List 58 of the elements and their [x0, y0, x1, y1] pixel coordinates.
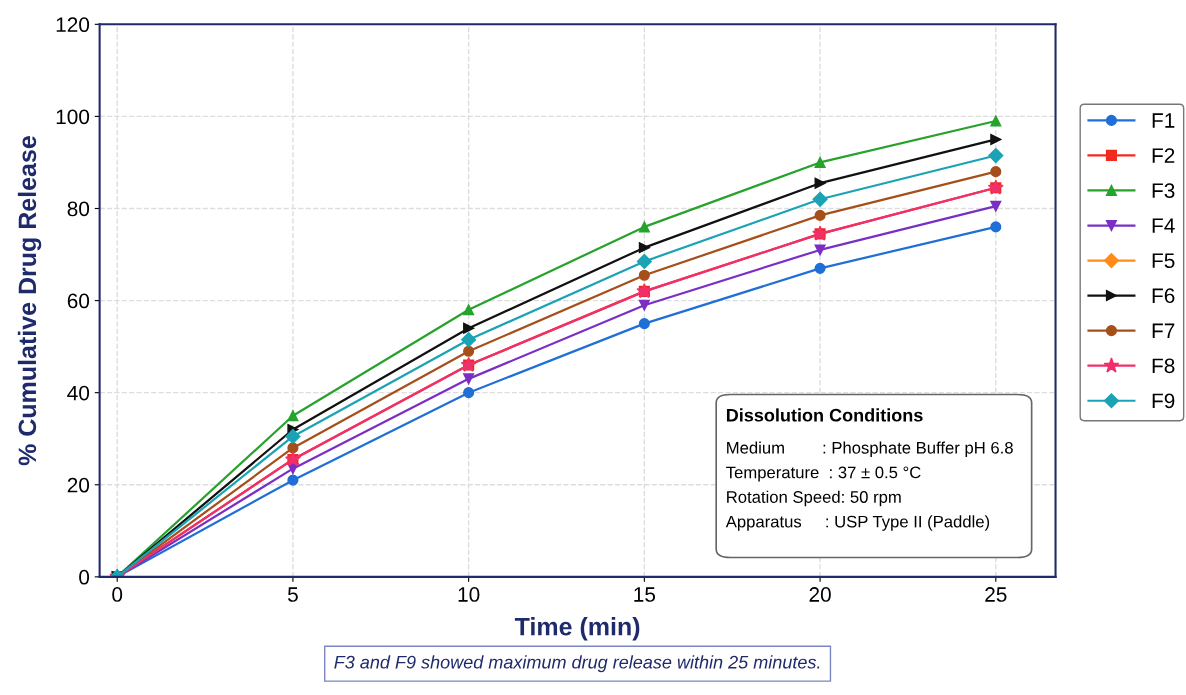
point: [287, 410, 299, 422]
point: [990, 166, 1002, 178]
point: [814, 177, 826, 189]
point: [638, 242, 650, 254]
legend-label: F6: [1152, 288, 1175, 304]
point: [814, 244, 826, 256]
annotation: Rotation Speed: 50 rpm: [727, 490, 901, 507]
y-tick-label: 120: [56, 17, 90, 33]
point: [638, 221, 650, 233]
annotation: Apparatus : USP Type II (Paddle): [725, 515, 990, 531]
point: [990, 133, 1002, 145]
point: [638, 318, 650, 330]
y-tick-label: 100: [56, 109, 90, 125]
annotation: Dissolution Conditions: [726, 408, 923, 422]
point: [285, 428, 301, 444]
point: [812, 191, 828, 207]
y-tick-label: 60: [67, 293, 90, 309]
x-tick-label: 10: [458, 587, 480, 602]
y-tick-label: 20: [67, 477, 90, 493]
point: [990, 115, 1002, 127]
legend-label: F2: [1152, 148, 1175, 163]
text: F3 and F9 showed maximum drug release within 25 minutes.: [334, 655, 820, 673]
point: [287, 442, 299, 454]
x-tick-label: 20: [809, 587, 831, 602]
legend-label: F8: [1152, 358, 1175, 374]
x-tick-label: 5: [287, 587, 298, 602]
x-axis-title: Time (min): [514, 617, 640, 641]
x-tick-label: 0: [112, 587, 123, 602]
legend-label: F1: [1152, 113, 1175, 128]
point: [463, 345, 475, 357]
annotation: Temperature : 37 ± 0.5 °C: [726, 466, 921, 482]
legend-label: F7: [1152, 323, 1175, 338]
point: [463, 373, 475, 385]
point: [638, 269, 650, 281]
point: [988, 147, 1004, 164]
point: [287, 474, 299, 486]
annotation: Medium : Phosphate Buffer pH 6.8: [727, 441, 1013, 458]
legend-label: F4: [1152, 218, 1175, 233]
legend-label: F9: [1152, 393, 1175, 409]
x-tick-label: 25: [985, 587, 1007, 602]
y-tick-label: 80: [67, 201, 90, 217]
legend-label: F3: [1152, 183, 1175, 198]
point: [636, 253, 652, 270]
point: [990, 200, 1002, 212]
point: [990, 221, 1002, 233]
point: [463, 322, 475, 334]
point: [814, 156, 826, 169]
point: [814, 209, 826, 221]
point: [463, 304, 475, 316]
point: [814, 262, 826, 274]
y-tick-label: 0: [79, 569, 90, 585]
y-tick-label: 40: [67, 385, 90, 401]
legend-label: F5: [1152, 253, 1175, 269]
x-tick-label: 15: [634, 587, 656, 602]
point: [461, 332, 477, 348]
point: [463, 387, 475, 399]
y-axis-title: % Cumulative Drug Release: [17, 136, 42, 466]
point: [638, 299, 650, 311]
